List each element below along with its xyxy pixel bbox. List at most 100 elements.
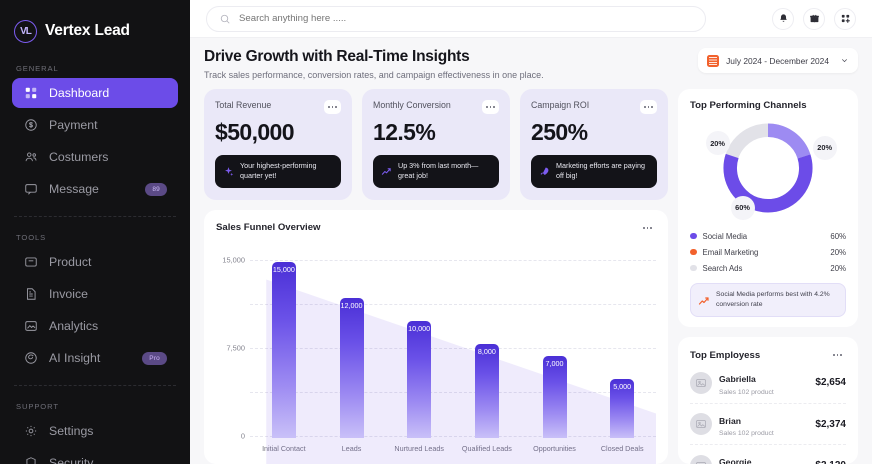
content: Drive Growth with Real-Time Insights Tra… xyxy=(190,38,872,464)
sidebar-item-label: Settings xyxy=(49,424,94,438)
sidebar-item-label: Payment xyxy=(49,118,98,132)
page-title: Drive Growth with Real-Time Insights xyxy=(204,48,470,65)
employee-name: Brian xyxy=(719,415,741,426)
bar[interactable]: 10,000 xyxy=(407,320,432,438)
donut-chart: 20% 20% 60% xyxy=(690,114,846,222)
kpi-menu-button[interactable] xyxy=(482,100,499,114)
brand: VL Vertex Lead xyxy=(0,14,190,48)
legend-item: Search Ads 20% xyxy=(690,260,846,276)
sidebar-item-message[interactable]: Message 89 xyxy=(12,174,178,204)
gridlines xyxy=(250,243,656,438)
kpi-menu-button[interactable] xyxy=(640,100,657,114)
chat-icon xyxy=(23,182,38,197)
document-icon xyxy=(23,287,38,302)
y-tick: 0 xyxy=(240,431,245,441)
legend-item: Social Media 60% xyxy=(690,228,846,244)
page-subtitle: Track sales performance, conversion rate… xyxy=(204,70,544,80)
legend-dot xyxy=(690,232,697,240)
kpi-card-monthly-conversion: Monthly Conversion 12.5% Up 3% from last… xyxy=(362,89,510,200)
search-icon xyxy=(220,14,230,24)
legend-label: Social Media xyxy=(702,231,748,241)
pro-badge: Pro xyxy=(142,351,167,365)
search-bar[interactable] xyxy=(206,5,706,32)
right-column: Top Performing Channels 20% xyxy=(678,89,858,464)
sidebar-item-product[interactable]: Product xyxy=(12,247,178,277)
employee-row[interactable]: Brian Sales 102 product $2,374 xyxy=(690,404,846,446)
bar[interactable]: 12,000 xyxy=(339,297,364,438)
bar-value-label: 5,000 xyxy=(613,382,632,392)
sidebar-item-ai-insight[interactable]: AI Insight Pro xyxy=(12,343,178,373)
shield-icon xyxy=(23,456,38,464)
bar[interactable]: 5,000 xyxy=(610,379,635,438)
y-tick: 7,500 xyxy=(226,343,246,353)
sidebar-item-invoice[interactable]: Invoice xyxy=(12,279,178,309)
image-chart-icon xyxy=(23,319,38,334)
employee-row[interactable]: Georgie Sales 102 product $2,120 xyxy=(690,445,846,464)
message-count-badge: 89 xyxy=(145,182,167,196)
top-channels-card: Top Performing Channels 20% xyxy=(678,89,858,328)
employees-menu-button[interactable] xyxy=(829,348,846,362)
sidebar-item-costumers[interactable]: Costumers xyxy=(12,142,178,172)
users-icon xyxy=(23,150,38,165)
x-tick: Initial Contact xyxy=(262,444,306,453)
kpi-title: Campaign ROI xyxy=(531,100,590,110)
donut-label-email: 20% xyxy=(812,135,837,160)
search-input[interactable] xyxy=(239,13,693,24)
dollar-coin-icon xyxy=(23,118,38,133)
x-tick: Opportunities xyxy=(533,444,576,453)
funnel-menu-button[interactable] xyxy=(639,221,656,235)
sidebar-item-label: Costumers xyxy=(49,150,109,164)
kpi-note-text: Up 3% from last month—great job! xyxy=(398,161,479,181)
logo-icon: VL xyxy=(14,19,37,43)
kpi-cards: Total Revenue $50,000 Your highest-perfo… xyxy=(204,89,668,200)
trend-up-icon xyxy=(381,166,392,177)
x-tick: Leads xyxy=(341,444,362,453)
donut-svg xyxy=(723,123,813,213)
sidebar-item-payment[interactable]: Payment xyxy=(12,110,178,140)
dashboard-grid: Total Revenue $50,000 Your highest-perfo… xyxy=(204,89,858,464)
gifts-button[interactable] xyxy=(803,7,825,30)
sidebar-divider xyxy=(14,216,176,217)
kpi-value: 250% xyxy=(531,119,588,145)
bar[interactable]: 8,000 xyxy=(474,344,499,438)
bar-group: 10,000 xyxy=(385,243,453,438)
notifications-button[interactable] xyxy=(772,7,794,30)
date-range-picker[interactable]: July 2024 - December 2024 xyxy=(698,48,858,73)
kpi-note: Your highest-performing quarter yet! xyxy=(215,155,341,188)
kpi-note-text: Your highest-performing quarter yet! xyxy=(240,161,317,181)
x-axis: Initial Contact Leads Nurtured Leads Qua… xyxy=(250,438,656,453)
sidebar: VL Vertex Lead GENERAL Dashboard Payment… xyxy=(0,0,190,464)
bar-value-label: 7,000 xyxy=(545,359,564,369)
legend-dot xyxy=(690,248,697,256)
bar[interactable]: 15,000 xyxy=(271,262,296,438)
bar[interactable]: 7,000 xyxy=(542,356,567,438)
apps-button[interactable] xyxy=(834,7,856,30)
employee-sub: Sales 102 product xyxy=(719,388,774,396)
kpi-value: 12.5% xyxy=(373,119,436,145)
sidebar-item-security[interactable]: Security xyxy=(12,448,178,464)
donut-legend: Social Media 60% Email Marketing 20% Sea… xyxy=(690,228,846,276)
y-axis: 15,000 7,500 0 xyxy=(216,243,250,441)
employee-name: Georgie xyxy=(719,457,752,464)
topbar-icons xyxy=(772,7,856,30)
legend-item: Email Marketing 20% xyxy=(690,244,846,260)
employee-sub: Sales 102 product xyxy=(719,430,774,438)
sidebar-item-settings[interactable]: Settings xyxy=(12,416,178,446)
sidebar-section-tools: TOOLS xyxy=(16,233,47,242)
insight-text: Social Media performs best with 4.2% con… xyxy=(716,291,830,309)
kpi-note: Up 3% from last month—great job! xyxy=(373,155,499,188)
avatar xyxy=(690,371,712,394)
kpi-note: Marketing efforts are paying off big! xyxy=(531,155,657,188)
legend-value: 20% xyxy=(830,247,846,257)
grid-icon xyxy=(23,86,38,101)
kpi-title: Total Revenue xyxy=(215,100,272,110)
sidebar-item-analytics[interactable]: Analytics xyxy=(12,311,178,341)
sidebar-section-general: GENERAL xyxy=(16,64,59,73)
sidebar-item-dashboard[interactable]: Dashboard xyxy=(12,78,178,108)
employee-row[interactable]: Gabriella Sales 102 product $2,654 xyxy=(690,362,846,404)
kpi-menu-button[interactable] xyxy=(324,100,341,114)
legend-value: 60% xyxy=(830,231,846,241)
card-title: Top Employess xyxy=(690,349,761,361)
sidebar-section-support: SUPPORT xyxy=(16,402,59,411)
employee-amount: $2,374 xyxy=(815,418,846,430)
